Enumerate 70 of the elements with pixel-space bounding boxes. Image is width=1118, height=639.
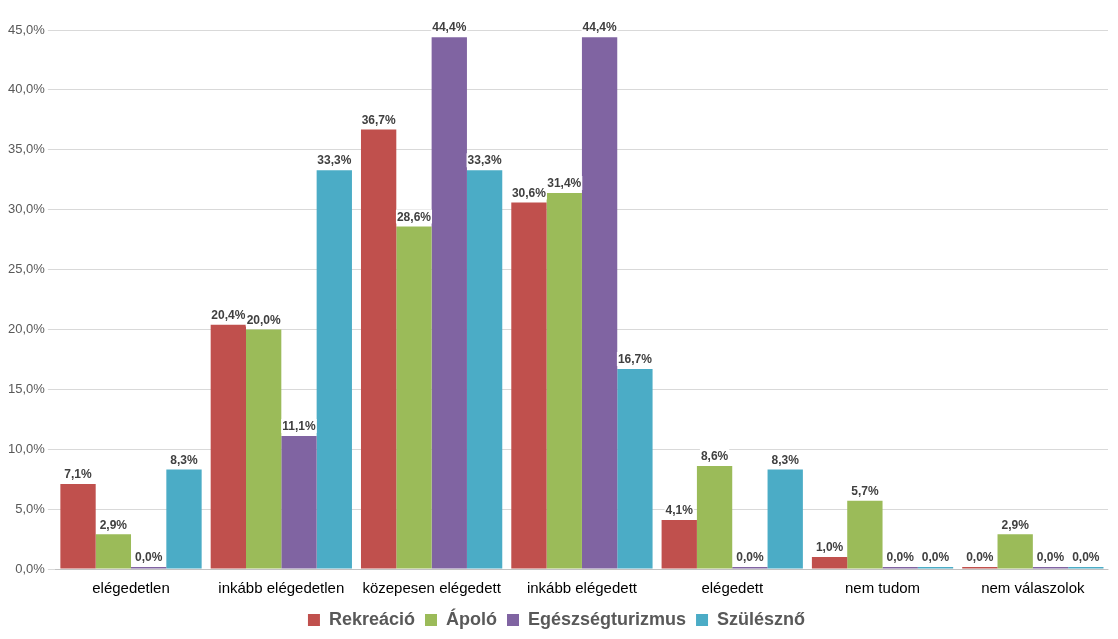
data-label: 0,0%	[886, 550, 915, 565]
x-tick-label: elégedetlen	[92, 579, 170, 597]
y-tick-label: 35,0%	[7, 141, 46, 157]
data-label: 5,7%	[851, 484, 879, 499]
x-tick-label: elégedett	[701, 579, 764, 597]
data-label: 2,9%	[1001, 517, 1030, 532]
bar	[847, 500, 883, 569]
data-label: 30,6%	[511, 185, 547, 200]
y-tick-label: 0,0%	[15, 560, 46, 576]
bar	[396, 226, 432, 569]
bar	[811, 557, 848, 569]
bar	[166, 469, 202, 569]
bar	[546, 192, 582, 569]
bar	[997, 534, 1033, 569]
data-label: 1,0%	[815, 540, 844, 555]
data-label: 7,1%	[64, 467, 93, 482]
data-label: 4,1%	[665, 503, 694, 518]
data-label: 0,0%	[921, 550, 950, 565]
data-label: 33,3%	[467, 153, 502, 168]
y-tick-label: 40,0%	[7, 81, 46, 97]
bar	[431, 37, 467, 569]
data-label: 44,4%	[432, 20, 467, 35]
y-tick-label: 15,0%	[7, 380, 46, 396]
data-label: 36,7%	[361, 112, 396, 127]
data-label: 20,4%	[211, 307, 246, 322]
bar	[360, 129, 397, 569]
x-tick-label: inkább elégedett	[526, 579, 638, 597]
y-tick-label: 25,0%	[7, 261, 46, 277]
bar	[466, 170, 503, 569]
data-label: 0,0%	[134, 550, 163, 565]
data-label: 8,6%	[700, 449, 729, 464]
bar	[281, 436, 317, 569]
data-label: 8,3%	[170, 452, 198, 467]
y-tick-label: 10,0%	[7, 440, 46, 456]
x-tick-label: inkább elégedetlen	[218, 579, 345, 597]
data-label: 11,1%	[282, 419, 316, 434]
x-tick-label: közepesen elégedett	[362, 579, 502, 597]
data-label: 44,4%	[582, 20, 617, 35]
bar	[661, 519, 697, 569]
bar	[210, 324, 246, 569]
data-label: 8,3%	[771, 452, 800, 467]
data-label: 0,0%	[736, 550, 764, 565]
data-label: 2,9%	[99, 517, 128, 532]
bar	[581, 37, 618, 569]
legend-label: Egészségturizmus	[527, 608, 687, 629]
data-label: 28,6%	[396, 209, 432, 224]
bar	[767, 469, 803, 569]
x-tick-label: nem tudom	[845, 579, 921, 597]
y-tick-label: 20,0%	[7, 321, 46, 337]
data-label: 0,0%	[1036, 550, 1065, 565]
x-tick-label: nem válaszolok	[981, 579, 1086, 597]
bar	[511, 202, 547, 569]
legend-label: Ápoló	[446, 607, 497, 629]
bar	[316, 170, 352, 569]
data-label: 0,0%	[966, 550, 994, 565]
legend-label: Szülésznő	[717, 608, 806, 629]
bar	[60, 483, 96, 569]
data-label: 33,3%	[317, 153, 352, 168]
bar	[95, 534, 132, 569]
data-label: 16,7%	[617, 352, 653, 367]
legend-label: Rekreáció	[328, 608, 416, 629]
data-label: 0,0%	[1072, 550, 1100, 565]
y-tick-label: 30,0%	[7, 201, 46, 217]
y-tick-label: 45,0%	[7, 21, 46, 37]
bar	[246, 329, 282, 569]
bar	[617, 368, 653, 569]
data-label: 20,0%	[246, 312, 281, 327]
data-label: 31,4%	[547, 176, 582, 191]
y-tick-label: 5,0%	[15, 500, 46, 516]
bar	[696, 465, 733, 569]
